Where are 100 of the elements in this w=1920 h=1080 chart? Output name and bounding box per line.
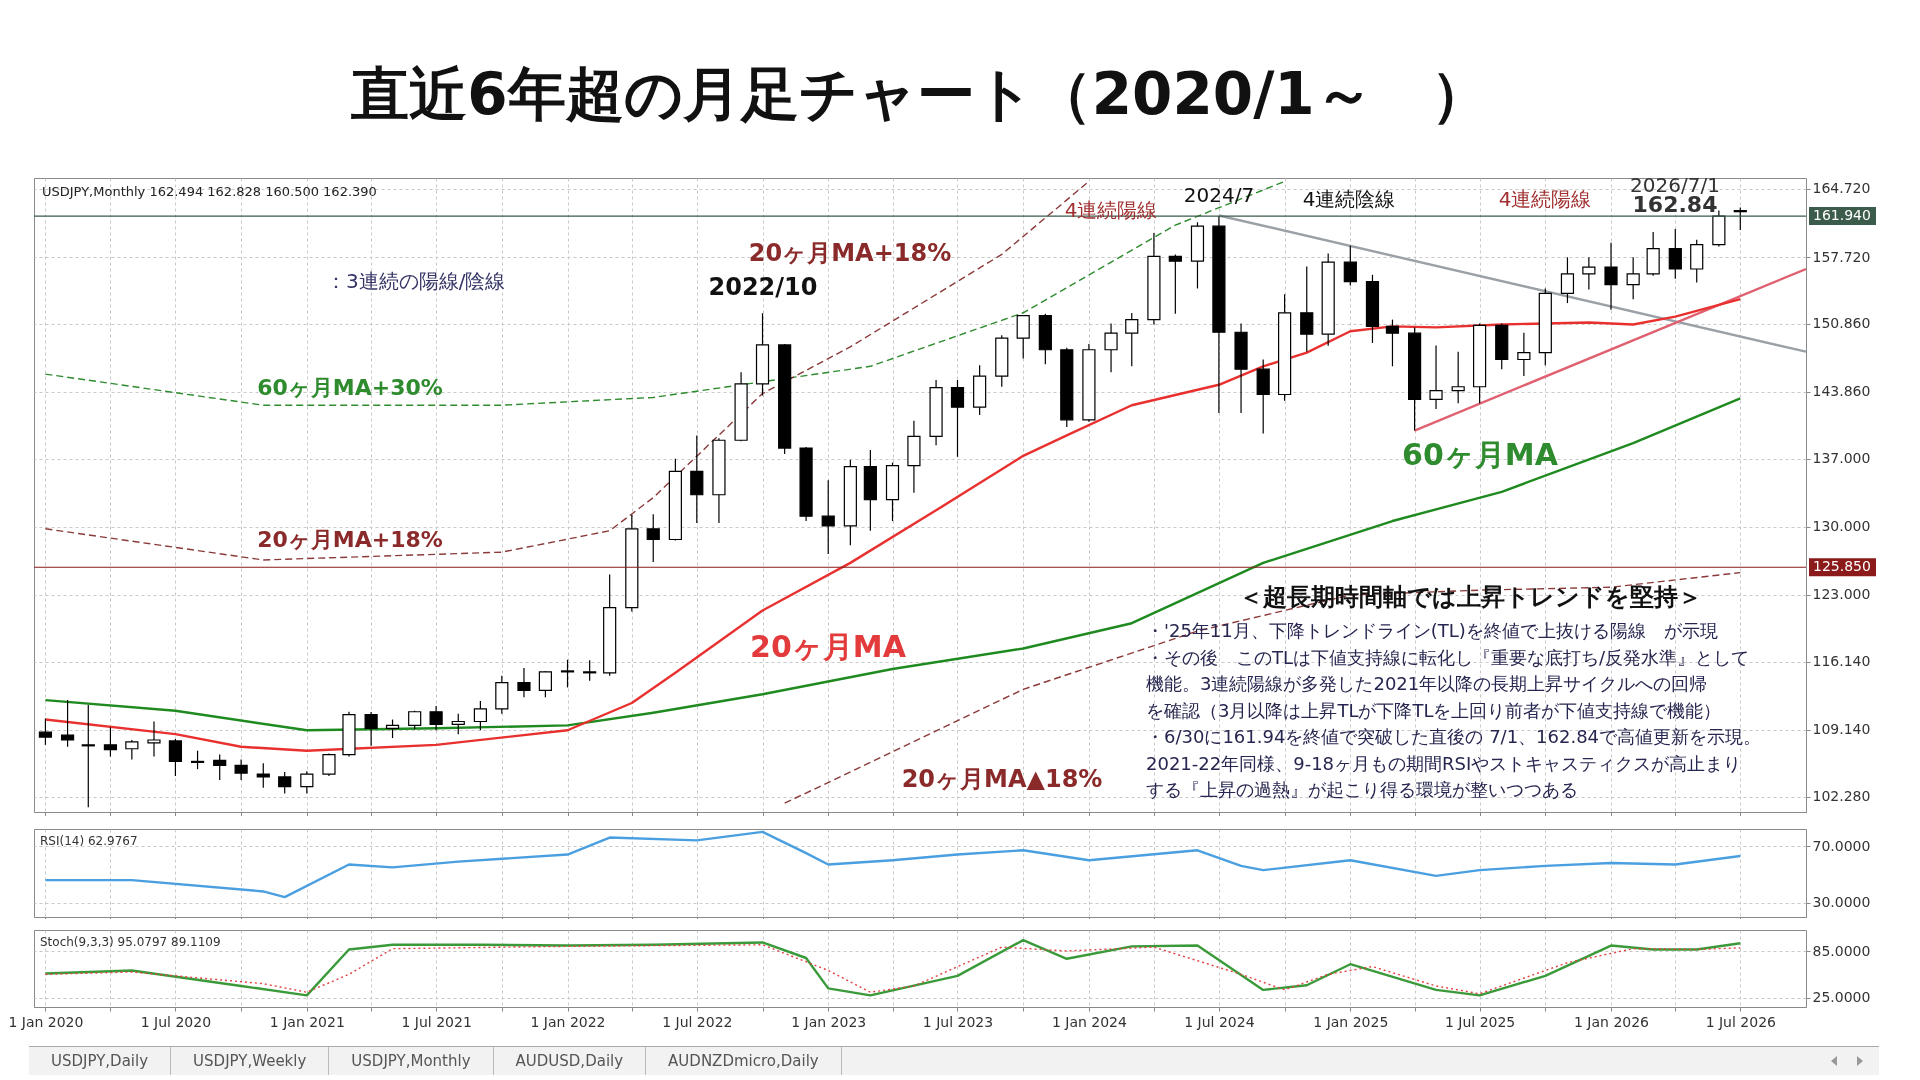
annotation: 20ヶ月MA+18% (257, 527, 443, 552)
candlestick (1517, 332, 1531, 377)
y-tick-label: 137.000 (1812, 450, 1871, 467)
candlestick (60, 699, 75, 748)
candlestick (583, 659, 597, 682)
candlestick (278, 771, 292, 795)
ref-line-label: 161.940 (1813, 207, 1871, 224)
y-tick-label: 164.720 (1812, 180, 1871, 197)
x-tick-label: 1 Jan 2024 (1051, 1013, 1128, 1030)
x-tick-label: 1 Jul 2025 (1444, 1013, 1516, 1030)
annotation: ・その後 このTLは下値支持線に転化し『重要な底打ち/反発水準』として (1146, 646, 1750, 668)
annotation: 20ヶ月MA (750, 629, 907, 664)
x-tick-label: 1 Jan 2021 (269, 1013, 345, 1030)
candlestick (103, 726, 118, 758)
x-tick-label: 1 Jan 2020 (8, 1013, 84, 1030)
candlestick (300, 770, 314, 795)
candlestick (1451, 351, 1465, 404)
candlestick (473, 700, 487, 731)
annotation: 60ヶ月MA+30% (257, 375, 443, 400)
annotation: 4連続陽線 (1064, 197, 1158, 222)
x-tick-label: 1 Jul 2022 (662, 1013, 733, 1030)
candlestick (1626, 256, 1640, 300)
y-tick-label: 150.860 (1812, 315, 1871, 332)
candlestick (1168, 253, 1182, 315)
tab: USDJPY,Daily (29, 1047, 172, 1075)
tab: AUDNZDmicro,Daily (646, 1047, 842, 1075)
y-tick-label: 143.860 (1812, 383, 1871, 400)
x-tick-label: 1 Jan 2023 (791, 1013, 867, 1030)
x-tick-label: 1 Jan 2025 (1313, 1013, 1389, 1030)
candlestick (125, 739, 139, 761)
candlestick (1343, 245, 1357, 287)
candlestick (950, 379, 965, 458)
tab: AUDUSD,Daily (493, 1047, 647, 1075)
candlestick (1300, 265, 1314, 353)
tab: USDJPY,Weekly (171, 1047, 330, 1075)
candlestick (451, 713, 465, 735)
candlestick (1582, 256, 1596, 291)
x-tick-label: 1 Jan 2026 (1574, 1013, 1650, 1030)
annotation: 4連続陽線 (1498, 187, 1592, 211)
candlestick (168, 738, 183, 777)
candlestick (821, 479, 835, 555)
annotation: ：3連続の陽線/陰線 (326, 269, 506, 293)
candlestick (646, 513, 660, 563)
x-tick-label: 1 Jul 2021 (401, 1013, 472, 1030)
candlestick (1560, 256, 1575, 304)
annotation: 60ヶ月MA (1402, 437, 1559, 472)
y-tick-label: 85.0000 (1812, 942, 1871, 959)
annotation: 機能。3連続陽線が多発した2021年以降の長期上昇サイクルへの回帰 (1146, 673, 1708, 694)
candlestick (560, 659, 575, 689)
annotation: 2021-22年同様、9-18ヶ月もの期間RSIやストキャスティクスが高止まり (1146, 752, 1742, 774)
candlestick (1668, 228, 1682, 280)
candlestick (385, 718, 400, 739)
line-series (44, 180, 1286, 406)
y-tick-label: 30.0000 (1812, 894, 1871, 911)
candlestick (517, 667, 531, 698)
y-tick-label: 130.000 (1812, 518, 1871, 535)
tab: USDJPY,Monthly (329, 1047, 494, 1075)
y-tick-label: 70.0000 (1812, 837, 1871, 854)
candlestick (429, 705, 443, 731)
y-tick-label: 116.140 (1812, 653, 1871, 670)
candlestick (1429, 344, 1443, 410)
candlestick (1733, 206, 1747, 231)
candlestick (690, 434, 704, 524)
chart-title: 直近6年超の月足チャート（2020/1～ ） (350, 60, 1489, 128)
x-tick-label: 1 Jul 2023 (922, 1013, 994, 1030)
candlestick (364, 711, 378, 747)
annotation: USDJPY,Monthly 162.494 162.828 160.500 162.390 (42, 184, 377, 199)
x-tick-label: 1 Jul 2020 (140, 1013, 212, 1030)
annotation: を確認（3月以降は上昇TLが下降TLを上回り前者が下値支持線で機能） (1146, 699, 1722, 721)
candlestick (1125, 312, 1139, 367)
candlestick (147, 720, 161, 758)
candlestick (538, 670, 552, 698)
candlestick (1604, 242, 1618, 311)
ref-line-label: 125.850 (1813, 558, 1871, 575)
annotation: 2026/7/1 (1630, 173, 1720, 197)
annotation: 20ヶ月MA+18% (748, 239, 952, 267)
x-tick-label: 1 Jul 2024 (1184, 1013, 1255, 1030)
y-tick-label: 102.280 (1812, 788, 1871, 805)
annotation: 2022/10 (708, 273, 818, 301)
candlestick (81, 704, 95, 808)
annotation: する『上昇の過熱』が起こり得る環境が整いつつある (1146, 779, 1578, 800)
annotation: RSI(14) 62.9767 (40, 834, 138, 848)
candlestick (190, 750, 205, 770)
candlestick (1016, 315, 1030, 360)
candlestick (1104, 322, 1118, 373)
x-tick-label: 1 Jan 2022 (530, 1013, 606, 1030)
candlestick (1385, 318, 1400, 367)
x-tick-label: 1 Jul 2026 (1705, 1013, 1777, 1030)
annotation: 2024/7 (1183, 183, 1255, 207)
annotation: 4連続陰線 (1302, 187, 1396, 211)
y-tick-label: 123.000 (1812, 586, 1871, 603)
candlestick (38, 717, 53, 746)
candlestick (234, 758, 248, 781)
candlestick (213, 753, 227, 781)
annotation: ・6/30に161.94を終値で突破した直後の 7/1、162.84で高値更新を示現。 (1146, 726, 1762, 747)
y-tick-label: 157.720 (1812, 248, 1871, 265)
annotation: 20ヶ月MA▲18% (901, 765, 1103, 793)
y-tick-label: 25.0000 (1812, 989, 1871, 1006)
annotation: Stoch(9,3,3) 95.0797 89.1109 (40, 935, 221, 949)
y-tick-label: 109.140 (1812, 721, 1871, 738)
